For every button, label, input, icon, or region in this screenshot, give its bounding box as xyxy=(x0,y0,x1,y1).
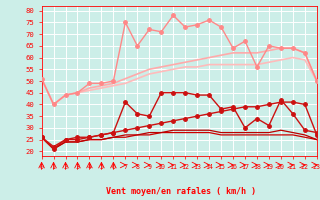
Text: Vent moyen/en rafales ( km/h ): Vent moyen/en rafales ( km/h ) xyxy=(106,187,256,196)
